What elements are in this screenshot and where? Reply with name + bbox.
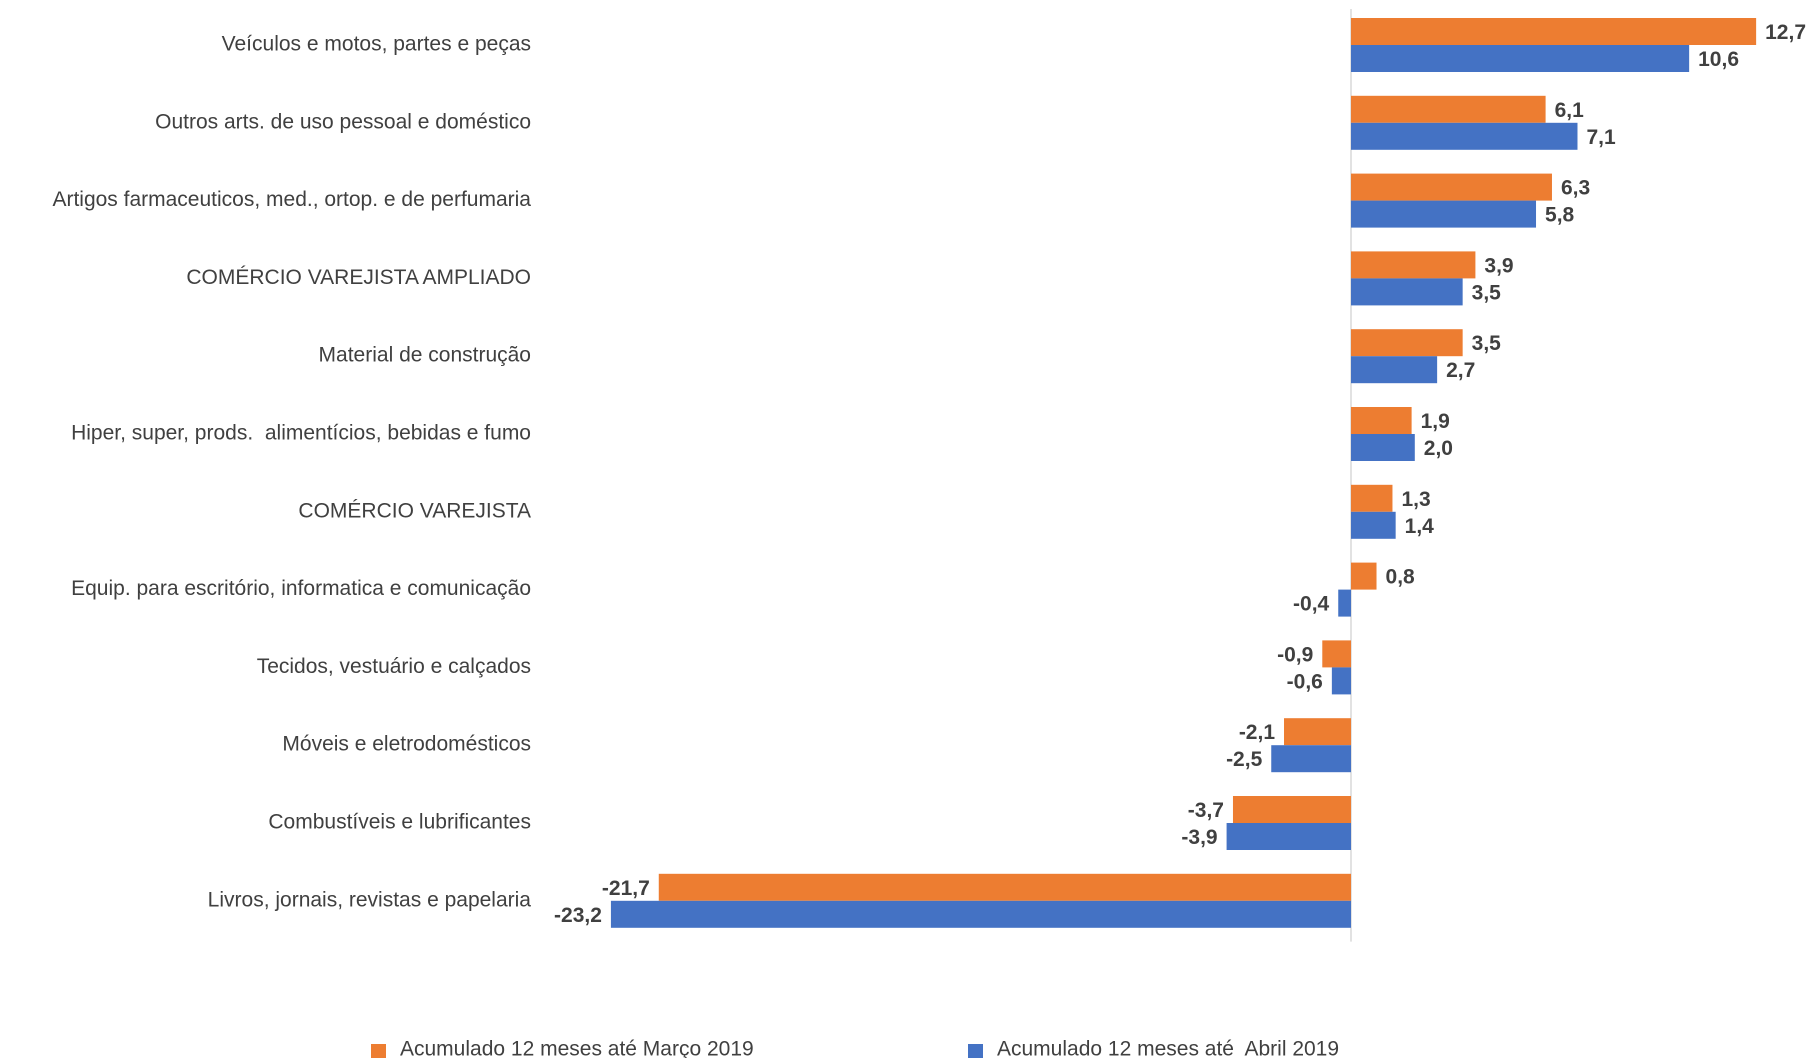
bar xyxy=(1322,640,1351,668)
value-label: 5,8 xyxy=(1545,204,1575,227)
bar xyxy=(1351,484,1393,512)
bar xyxy=(1351,356,1438,384)
value-label: -2,1 xyxy=(1239,721,1276,744)
value-label: -0,4 xyxy=(1293,593,1330,616)
bar xyxy=(1226,823,1351,850)
bar xyxy=(1351,173,1552,201)
bar xyxy=(610,900,1351,928)
category-label: COMÉRCIO VAREJISTA xyxy=(298,499,531,522)
value-label: -3,9 xyxy=(1181,826,1217,849)
category-label: Hiper, super, prods. alimentícios, bebid… xyxy=(71,422,531,445)
bar xyxy=(1351,434,1415,461)
category-label: Tecidos, vestuário e calçados xyxy=(257,655,531,678)
value-label: 3,9 xyxy=(1484,254,1513,277)
bar xyxy=(1351,45,1690,72)
bar xyxy=(1271,745,1351,773)
legend-label: Acumulado 12 meses até Março 2019 xyxy=(400,1038,754,1058)
value-label: -0,6 xyxy=(1287,670,1323,693)
value-label: -0,9 xyxy=(1277,643,1313,666)
bar xyxy=(1351,95,1546,123)
bar xyxy=(1351,122,1578,150)
value-label: 3,5 xyxy=(1472,332,1502,355)
value-label: -3,7 xyxy=(1188,799,1224,822)
category-label: COMÉRCIO VAREJISTA AMPLIADO xyxy=(186,266,531,289)
bar xyxy=(1338,589,1351,617)
value-label: 6,1 xyxy=(1555,99,1585,122)
value-label: 12,7 xyxy=(1765,21,1806,44)
category-label: Artigos farmaceuticos, med., ortop. e de… xyxy=(52,188,531,211)
bar xyxy=(1351,511,1396,539)
bar xyxy=(1351,407,1412,434)
value-label: 6,3 xyxy=(1561,177,1590,200)
bar xyxy=(1351,251,1476,279)
category-label: Veículos e motos, partes e peças xyxy=(222,33,531,56)
value-label: 1,9 xyxy=(1421,410,1450,433)
value-label: 3,5 xyxy=(1472,281,1502,304)
category-label: Material de construção xyxy=(319,344,531,367)
legend-swatch xyxy=(371,1044,386,1058)
bar xyxy=(1232,796,1351,823)
value-label: -23,2 xyxy=(554,904,602,927)
category-label: Outros arts. de uso pessoal e doméstico xyxy=(155,110,531,133)
value-label: -21,7 xyxy=(602,877,650,900)
value-label: 7,1 xyxy=(1586,126,1616,149)
legend-swatch xyxy=(968,1044,983,1058)
bar xyxy=(1331,667,1351,695)
category-label: Combustíveis e lubrificantes xyxy=(268,811,531,834)
legend-label: Acumulado 12 meses até Abril 2019 xyxy=(997,1038,1339,1058)
bar xyxy=(1351,18,1757,45)
value-label: 2,7 xyxy=(1446,359,1475,382)
category-label: Móveis e eletrodomésticos xyxy=(282,733,531,756)
bar xyxy=(1351,278,1463,306)
bar xyxy=(1351,329,1463,357)
value-label: 0,8 xyxy=(1386,566,1416,589)
category-label: Livros, jornais, revistas e papelaria xyxy=(208,888,532,911)
bar xyxy=(1351,562,1377,590)
value-label: 2,0 xyxy=(1424,437,1453,460)
value-label: 1,3 xyxy=(1401,488,1430,511)
value-label: 1,4 xyxy=(1405,515,1435,538)
value-label: 10,6 xyxy=(1698,48,1739,71)
bar xyxy=(1284,718,1351,746)
bar xyxy=(1351,200,1537,228)
category-label: Equip. para escritório, informatica e co… xyxy=(71,577,531,600)
bar xyxy=(658,873,1351,901)
value-label: -2,5 xyxy=(1226,748,1263,771)
